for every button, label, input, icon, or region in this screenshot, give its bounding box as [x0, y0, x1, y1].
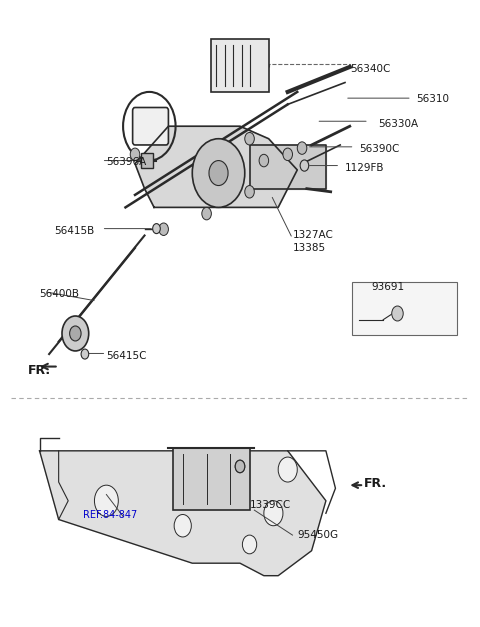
Circle shape: [235, 460, 245, 473]
Circle shape: [297, 142, 307, 154]
Circle shape: [81, 349, 89, 359]
Circle shape: [95, 485, 118, 517]
Circle shape: [209, 161, 228, 186]
Text: 56310: 56310: [417, 95, 450, 104]
Text: 13385: 13385: [292, 243, 325, 253]
Circle shape: [192, 139, 245, 208]
Polygon shape: [250, 145, 326, 189]
Circle shape: [70, 326, 81, 341]
Text: 56396A: 56396A: [107, 157, 146, 167]
Circle shape: [153, 224, 160, 234]
Bar: [173, 448, 250, 510]
Bar: [211, 39, 269, 92]
Text: 1339CC: 1339CC: [250, 500, 291, 510]
Text: 56400B: 56400B: [39, 288, 80, 298]
Circle shape: [264, 501, 283, 525]
Text: 93691: 93691: [371, 282, 404, 292]
Text: REF.84-847: REF.84-847: [83, 510, 137, 520]
Text: 56340C: 56340C: [350, 64, 390, 74]
Text: 1327AC: 1327AC: [292, 231, 334, 241]
Circle shape: [174, 515, 192, 537]
Text: 1129FB: 1129FB: [345, 163, 384, 173]
Circle shape: [130, 148, 140, 161]
Circle shape: [259, 154, 269, 167]
Circle shape: [245, 132, 254, 145]
Bar: [141, 153, 153, 168]
Text: 56390C: 56390C: [360, 144, 400, 154]
Circle shape: [62, 316, 89, 351]
Text: 56415B: 56415B: [54, 226, 94, 236]
Circle shape: [202, 208, 211, 220]
Text: FR.: FR.: [364, 477, 387, 490]
Polygon shape: [39, 451, 326, 576]
Circle shape: [159, 223, 168, 236]
Bar: [352, 282, 457, 335]
Circle shape: [300, 160, 309, 171]
Circle shape: [392, 306, 403, 321]
FancyBboxPatch shape: [132, 107, 168, 145]
Polygon shape: [135, 126, 297, 208]
Circle shape: [278, 457, 297, 482]
Text: 56330A: 56330A: [378, 119, 419, 129]
Text: 95450G: 95450G: [297, 530, 338, 540]
Circle shape: [283, 148, 292, 161]
Text: 56415C: 56415C: [107, 351, 147, 361]
Circle shape: [245, 186, 254, 198]
Text: REF.84-847: REF.84-847: [0, 626, 1, 627]
Text: FR.: FR.: [28, 364, 51, 377]
Circle shape: [242, 535, 257, 554]
Circle shape: [235, 460, 245, 473]
